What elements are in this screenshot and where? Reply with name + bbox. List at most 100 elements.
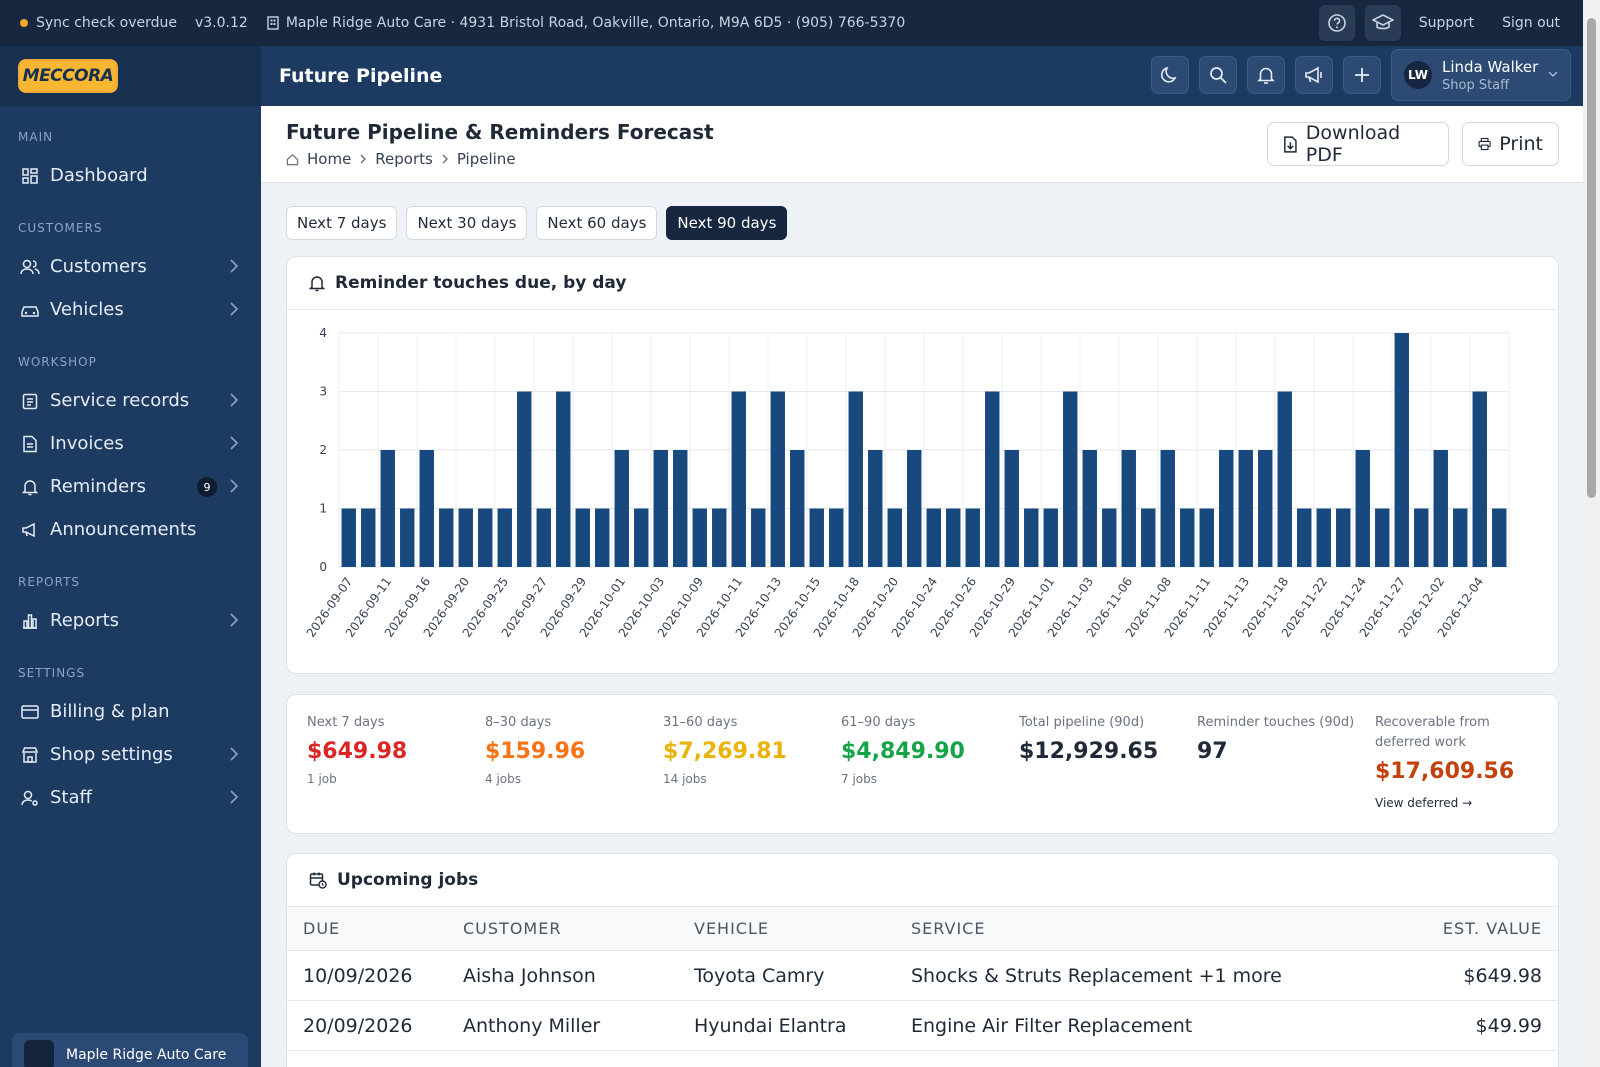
y-tick-label: 1 xyxy=(319,502,327,516)
page-scrollbar[interactable] xyxy=(1583,0,1600,1067)
sidebar-item-staff[interactable]: Staff xyxy=(0,776,261,819)
upcoming-jobs-card: Upcoming jobs DUE CUSTOMER VEHICLE SERVI… xyxy=(286,853,1559,1067)
kpi-label: Reminder touches (90d) xyxy=(1197,715,1355,730)
range-selector: Next 7 days Next 30 days Next 60 days Ne… xyxy=(286,206,788,240)
chart-bar xyxy=(478,508,493,567)
sidebar-item-label: Staff xyxy=(50,787,92,808)
chart-bar xyxy=(1238,450,1253,567)
breadcrumb-reports[interactable]: Reports xyxy=(375,150,433,168)
notifications-button[interactable] xyxy=(1247,56,1285,94)
breadcrumb-home[interactable]: Home xyxy=(307,150,352,168)
kpi-61-90-days: 61–90 days $4,849.90 7 jobs xyxy=(841,713,965,786)
sidebar-item-shop-settings[interactable]: Shop settings xyxy=(0,733,261,776)
chart-bar xyxy=(673,450,688,567)
range-7-days[interactable]: Next 7 days xyxy=(286,206,398,240)
table-row[interactable]: 20/09/2026 Anthony Miller Hyundai Elantr… xyxy=(287,1001,1558,1051)
chart-bar xyxy=(946,508,961,567)
chart-bar xyxy=(1472,391,1487,567)
help-circle-icon xyxy=(1327,14,1346,32)
sidebar-item-reports[interactable]: Reports xyxy=(0,599,261,642)
jobs-title: Upcoming jobs xyxy=(337,870,479,890)
col-due[interactable]: DUE xyxy=(303,919,341,938)
dark-mode-button[interactable] xyxy=(1151,56,1189,94)
chart-bar xyxy=(985,391,1000,567)
scrollbar-thumb[interactable] xyxy=(1587,18,1596,498)
announcements-button[interactable] xyxy=(1295,56,1333,94)
chart-bar xyxy=(1063,391,1078,567)
user-menu[interactable]: LW Linda Walker Shop Staff xyxy=(1391,49,1571,101)
kpi-value: $159.96 xyxy=(485,739,586,764)
range-60-days[interactable]: Next 60 days xyxy=(536,206,658,240)
sign-out-link[interactable]: Sign out xyxy=(1502,15,1560,31)
app-logo[interactable]: MECCORA xyxy=(18,59,118,93)
chart-bar xyxy=(1297,508,1312,567)
support-link[interactable]: Support xyxy=(1418,15,1475,31)
chevron-right-icon xyxy=(230,436,239,450)
reminders-chart-card: Reminder touches due, by day 0 1 2 3 4 2026-0… xyxy=(286,256,1559,674)
sidebar-item-reminders[interactable]: Reminders 9 xyxy=(0,465,261,508)
chart-bar xyxy=(595,508,610,567)
chart-bar xyxy=(380,450,395,567)
logo-area: MECCORA xyxy=(0,46,261,106)
chart-bar xyxy=(1219,450,1234,567)
chart-bar xyxy=(1043,508,1058,567)
cell-due: 20/09/2026 xyxy=(303,1015,413,1037)
col-service[interactable]: SERVICE xyxy=(911,919,986,938)
chart-bar xyxy=(1316,508,1331,567)
sync-status[interactable]: Sync check overdue xyxy=(20,15,177,31)
chart-bar xyxy=(556,391,571,567)
calendar-clock-icon xyxy=(309,872,327,889)
chart-bar xyxy=(653,450,668,567)
kpi-label: Total pipeline (90d) xyxy=(1019,715,1145,730)
range-30-days[interactable]: Next 30 days xyxy=(406,206,528,240)
view-deferred-link[interactable]: View deferred → xyxy=(1375,796,1473,810)
sidebar-item-service-records[interactable]: Service records xyxy=(0,379,261,422)
sidebar-item-label: Dashboard xyxy=(50,165,148,186)
chart-bar xyxy=(829,508,844,567)
sidebar-item-billing[interactable]: Billing & plan xyxy=(0,690,261,733)
section-main: MAIN xyxy=(18,130,54,144)
kpi-label: Recoverable from deferred work xyxy=(1375,715,1490,750)
chevron-right-icon xyxy=(360,154,367,164)
chevron-right-icon xyxy=(230,613,239,627)
range-90-days[interactable]: Next 90 days xyxy=(666,206,788,240)
sidebar-item-invoices[interactable]: Invoices xyxy=(0,422,261,465)
download-pdf-label: Download PDF xyxy=(1305,122,1401,166)
download-pdf-button[interactable]: Download PDF xyxy=(1267,122,1449,166)
bell-icon xyxy=(1257,67,1275,84)
search-icon xyxy=(1210,67,1227,84)
sync-status-text: Sync check overdue xyxy=(36,15,177,31)
chart-bar xyxy=(575,508,590,567)
kpi-sub: 7 jobs xyxy=(841,772,877,786)
app-version: v3.0.12 xyxy=(194,15,248,31)
building-icon xyxy=(267,16,279,30)
sidebar-item-customers[interactable]: Customers xyxy=(0,245,261,288)
sidebar-item-announcements[interactable]: Announcements xyxy=(0,508,261,551)
chart-title: Reminder touches due, by day xyxy=(335,273,627,293)
sidebar-item-vehicles[interactable]: Vehicles xyxy=(0,288,261,331)
sidebar-item-dashboard[interactable]: Dashboard xyxy=(0,154,261,197)
sidebar-item-label: Reports xyxy=(50,610,120,631)
header-title: Future Pipeline xyxy=(279,65,443,87)
chart-bar xyxy=(887,508,902,567)
chevron-right-icon xyxy=(230,393,239,407)
chart-bar xyxy=(419,450,434,567)
help-button[interactable] xyxy=(1318,5,1355,41)
shop-switcher[interactable]: Maple Ridge Auto Care xyxy=(12,1033,248,1067)
sidebar-item-label: Shop settings xyxy=(50,744,173,765)
page-header: Future Pipeline & Reminders Forecast Hom… xyxy=(261,106,1583,183)
table-row[interactable]: 10/09/2026 Aisha Johnson Toyota Camry Sh… xyxy=(287,951,1558,1001)
col-customer[interactable]: CUSTOMER xyxy=(463,919,562,938)
training-button[interactable] xyxy=(1364,5,1401,41)
search-button[interactable] xyxy=(1199,56,1237,94)
chevron-down-icon xyxy=(1548,71,1558,77)
add-new-button[interactable] xyxy=(1343,56,1381,94)
section-settings: SETTINGS xyxy=(18,666,86,680)
print-button[interactable]: Print xyxy=(1462,122,1559,166)
user-cog-icon xyxy=(20,788,40,808)
cell-customer: Anthony Miller xyxy=(463,1015,601,1037)
col-est-value[interactable]: EST. VALUE xyxy=(1442,919,1542,938)
col-vehicle[interactable]: VEHICLE xyxy=(694,919,769,938)
chart-bar xyxy=(1336,508,1351,567)
chart-bar xyxy=(868,450,883,567)
